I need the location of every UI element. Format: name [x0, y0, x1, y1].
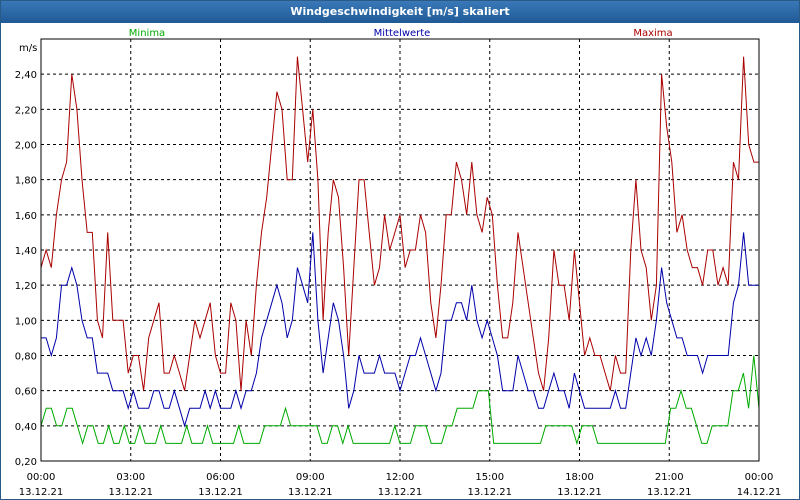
x-tick-time: 00:00 [745, 472, 774, 483]
x-tick-time: 18:00 [565, 472, 594, 483]
y-tick-label: 0,40 [15, 422, 37, 433]
x-tick-date: 14.12.21 [737, 487, 782, 498]
legend-mittelwerte: Mittelwerte [374, 28, 431, 39]
y-tick-label: 1,60 [15, 211, 37, 222]
legend-minima: Minima [129, 28, 165, 39]
x-tick-date: 13.12.21 [198, 487, 243, 498]
x-tick-time: 06:00 [206, 472, 235, 483]
series-line-maxima [40, 56, 759, 391]
y-axis: 2,40 2,20 2,00 1,80 1,60 1,40 1,20 1,00 0,80 0,60… [15, 70, 37, 468]
x-tick-date: 13.12.21 [647, 487, 692, 498]
x-tick-time: 03:00 [116, 472, 145, 483]
y-tick-label: 2,20 [15, 105, 37, 116]
window-title: Windgeschwindigkeit [m/s] skaliert [1, 1, 799, 23]
x-tick-time: 15:00 [475, 472, 504, 483]
y-tick-label: 1,40 [15, 246, 37, 257]
x-tick-date: 13.12.21 [557, 487, 602, 498]
x-tick-time: 09:00 [296, 472, 325, 483]
x-tick-date: 13.12.21 [288, 487, 333, 498]
series-line-minima [40, 355, 760, 446]
series-layer [40, 56, 760, 446]
y-tick-label: 0,60 [15, 387, 37, 398]
x-tick-time: 12:00 [386, 472, 415, 483]
x-tick-date: 13.12.21 [378, 487, 423, 498]
x-axis: 00:00 13.12.21 03:00 13.12.21 06:00 13.12.21 0… [19, 472, 782, 498]
y-tick-label: 2,40 [15, 70, 37, 81]
y-tick-label: 0,80 [15, 352, 37, 363]
plot-frame [40, 38, 760, 462]
series-line-mittelwerte [41, 232, 759, 428]
x-tick-time: 00:00 [27, 472, 56, 483]
x-tick-date: 13.12.21 [467, 487, 512, 498]
legend-maxima: Maxima [633, 28, 672, 39]
y-tick-label: 1,00 [15, 316, 37, 327]
y-tick-label: 1,80 [15, 176, 37, 187]
y-axis-label: m/s [19, 43, 37, 54]
x-tick-time: 21:00 [655, 472, 684, 483]
y-tick-label: 2,00 [15, 141, 37, 152]
y-tick-label: 1,20 [15, 281, 37, 292]
legend: Minima Mittelwerte Maxima [129, 28, 673, 39]
y-tick-label: 0,20 [15, 457, 37, 468]
x-tick-date: 13.12.21 [108, 487, 153, 498]
x-tick-date: 13.12.21 [19, 487, 64, 498]
grid [41, 39, 759, 462]
